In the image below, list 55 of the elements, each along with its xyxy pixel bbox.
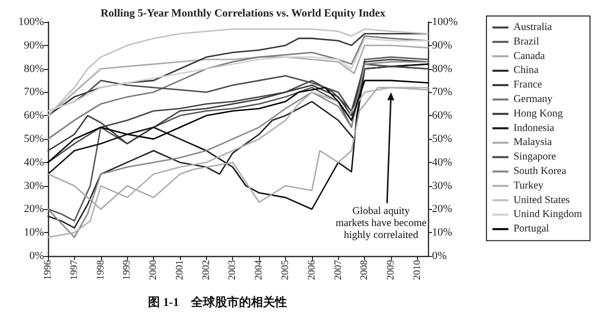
- x-tick-label: 2006: [306, 260, 318, 280]
- caption: 图 1-1 全球股市的相关性: [148, 295, 287, 309]
- x-tick-label: 2010: [412, 260, 423, 280]
- y2-tick-label: 80%: [432, 62, 452, 75]
- y-tick-label: 90%: [24, 39, 44, 52]
- y-tick-label: 30%: [24, 180, 44, 192]
- legend-label: Germany: [513, 94, 554, 105]
- legend-label: Singapore: [513, 152, 556, 163]
- x-tick-label: 1997: [68, 260, 80, 280]
- y-tick-label: 70%: [24, 86, 44, 98]
- y2-tick-label: 30%: [432, 180, 452, 192]
- legend-label: Brazil: [513, 36, 540, 48]
- x-tick-label: 1996: [42, 260, 54, 280]
- x-tick-label: 2000: [148, 260, 160, 280]
- legend-label: Portugal: [513, 224, 550, 235]
- annotation: Global aquity markets have become highly correlaited: [336, 206, 427, 242]
- y2-tick-label: 70%: [432, 86, 452, 98]
- legend-label: Hong Kong: [513, 108, 564, 120]
- y2-tick-label: 50%: [432, 133, 452, 145]
- legend-label: China: [513, 65, 539, 76]
- chart-title: Rolling 5-Year Monthly Correlations vs. World Equity Index: [100, 8, 386, 20]
- x-tick-label: 2008: [359, 260, 370, 280]
- y-tick-label: 100%: [18, 16, 44, 28]
- y-tick-label: 10%: [24, 226, 44, 239]
- y2-tick-label: 100%: [432, 16, 458, 28]
- legend-label: Canada: [513, 50, 546, 62]
- legend-label: United States: [513, 194, 570, 206]
- legend-label: Malaysia: [513, 137, 552, 148]
- x-tick-label: 2009: [386, 260, 397, 280]
- x-tick-label: 2005: [280, 260, 291, 280]
- legend-label: Turkey: [513, 180, 544, 192]
- y2-tick-label: 60%: [432, 110, 452, 122]
- y-tick-label: 60%: [24, 110, 44, 122]
- y-tick-label: 80%: [24, 62, 44, 75]
- legend-label: France: [513, 80, 542, 91]
- y2-tick-label: 0%: [432, 250, 447, 262]
- x-tick-label: 2003: [227, 260, 238, 280]
- y2-tick-label: 40%: [432, 156, 452, 168]
- legend-label: Australia: [513, 22, 552, 33]
- y2-tick-label: 20%: [432, 203, 452, 216]
- legend-label: Indonesia: [513, 122, 555, 134]
- x-tick-label: 2004: [254, 260, 265, 280]
- y-tick-label: 50%: [24, 133, 44, 145]
- x-tick-label: 2001: [174, 260, 186, 280]
- x-tick-label: 2002: [200, 260, 212, 280]
- y2-tick-label: 90%: [432, 39, 452, 52]
- x-tick-label: 2007: [332, 260, 344, 280]
- y2-tick-label: 10%: [432, 226, 452, 239]
- y-tick-label: 0%: [29, 250, 44, 262]
- x-tick-label: 1998: [95, 260, 106, 280]
- legend-label: Unind Kingdom: [513, 209, 582, 220]
- y-tick-label: 40%: [24, 156, 44, 168]
- x-tick-label: 1999: [122, 260, 133, 280]
- y-tick-label: 20%: [24, 203, 44, 216]
- legend-label: South Korea: [513, 166, 567, 177]
